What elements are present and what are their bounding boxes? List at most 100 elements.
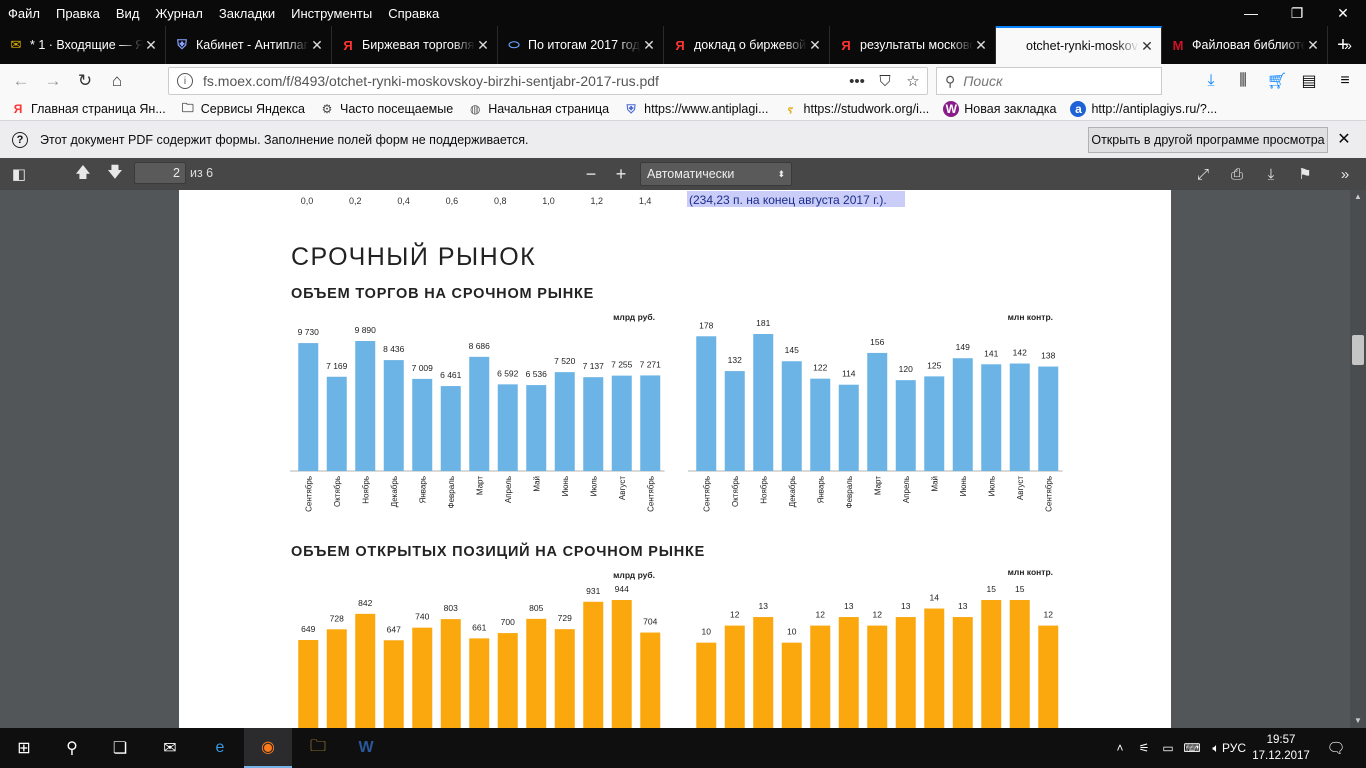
url-text[interactable]: fs.moex.com/f/8493/otchet-rynki-moskovsk…	[203, 73, 659, 89]
close-tab-icon[interactable]: ✕	[311, 36, 323, 53]
file-explorer-icon[interactable]: 🗀	[309, 737, 326, 755]
bookmark-star-icon[interactable]: ☆	[906, 73, 920, 90]
close-window-icon[interactable]: ✕	[1337, 4, 1349, 21]
tray-network-icon[interactable]: ⚟	[1138, 741, 1150, 755]
tray-keyboard-icon[interactable]: ⌨	[1183, 741, 1201, 755]
bookmark-item-2[interactable]: ⚙ Часто посещаемые	[319, 101, 454, 117]
reload-icon[interactable]: ↻	[77, 71, 93, 90]
open-in-other-viewer-button[interactable]: Открыть в другой программе просмотра	[1088, 127, 1328, 153]
chart-data-label: 149	[956, 342, 970, 352]
bookmark-item-3[interactable]: ◍ Начальная страница	[467, 101, 609, 117]
chart-data-label: 944	[615, 584, 629, 594]
yandex-icon: Я	[13, 102, 23, 116]
zoom-out-icon[interactable]: −	[585, 163, 597, 184]
chart-data-label: 114	[842, 369, 856, 379]
vertical-scrollbar[interactable]: ▲ ▼	[1350, 190, 1366, 728]
tab-7[interactable]: M Файловая библиотека✕	[1162, 26, 1328, 64]
close-tab-icon[interactable]: ✕	[1141, 37, 1153, 54]
input-language[interactable]: РУС	[1221, 741, 1247, 755]
tab-3[interactable]: ⬭ По итогам 2017 года ✕	[498, 26, 664, 64]
forward-arrow-icon[interactable]: →	[44, 71, 62, 90]
chart-category-label: Февраль	[845, 476, 854, 509]
menu-help[interactable]: Справка	[388, 5, 440, 21]
tab-list-icon[interactable]: »	[1344, 37, 1352, 53]
zoom-select[interactable]: Автоматически ⬍	[640, 162, 792, 186]
print-icon[interactable]: ⎙	[1230, 165, 1243, 183]
new-tab-icon[interactable]: +	[1337, 33, 1349, 56]
close-tab-icon[interactable]: ✕	[643, 36, 655, 53]
chart-1: млн контр. 178 Сентябрь 132 Октябрь 181 Ноябрь…	[688, 312, 1063, 512]
scroll-down-icon[interactable]: ▼	[1354, 716, 1362, 725]
toggle-sidebar-icon[interactable]: ◧	[11, 166, 27, 183]
close-tab-icon[interactable]: ✕	[477, 36, 489, 53]
minimize-icon[interactable]: —	[1244, 5, 1258, 21]
yandex-icon: Я	[675, 37, 685, 53]
search-field[interactable]: ⚲ Поиск	[936, 67, 1162, 95]
task-view-icon[interactable]: ❏	[112, 740, 128, 757]
tray-volume-icon[interactable]: 🔈︎	[1212, 740, 1220, 755]
menu-view[interactable]: Вид	[115, 5, 140, 21]
page-number-input[interactable]: 2	[134, 162, 186, 184]
tab-label: Биржевая торговля	[362, 38, 475, 52]
library-icon[interactable]: ⫼	[1239, 72, 1247, 89]
windows-start-icon[interactable]: ⊞	[17, 740, 31, 757]
sidebar-icon[interactable]: ▤	[1301, 73, 1317, 90]
firefox-icon[interactable]: ◉	[244, 728, 292, 768]
tab-1[interactable]: ⛨ Кабинет - Антиплагиат✕	[166, 26, 332, 64]
bookmark-item-4[interactable]: ⛨ https://www.antiplagi...	[623, 101, 769, 117]
tab-6[interactable]: otchet-rynki-moskovskoy✕	[996, 26, 1162, 64]
close-tab-icon[interactable]: ✕	[145, 36, 157, 53]
tab-2[interactable]: Я Биржевая торговля ✕	[332, 26, 498, 64]
info-icon[interactable]: i	[177, 73, 193, 89]
menu-history[interactable]: Журнал	[155, 5, 203, 21]
menu-tools[interactable]: Инструменты	[291, 5, 373, 21]
scroll-up-icon[interactable]: ▲	[1354, 192, 1362, 201]
tools-chevron-icon[interactable]: »	[1340, 165, 1350, 183]
mail-app-icon[interactable]: ✉	[163, 740, 177, 757]
tray-battery-icon[interactable]: ▭	[1162, 741, 1174, 755]
previous-page-icon[interactable]: 🡅	[75, 163, 91, 181]
zoom-in-icon[interactable]: +	[615, 163, 627, 184]
next-page-icon[interactable]: 🡇	[107, 163, 123, 181]
word-icon[interactable]: W	[358, 739, 374, 756]
pocket-icon[interactable]: ⛉	[879, 72, 891, 90]
bookmark-item-5[interactable]: ⲋ https://studwork.org/i...	[783, 101, 929, 117]
bookmark-icon[interactable]: ⚑	[1298, 166, 1312, 183]
chart-data-label: 120	[899, 364, 913, 374]
site-icon: ⬭	[508, 37, 520, 52]
close-notification-icon[interactable]: ✕	[1337, 131, 1351, 148]
menu-edit[interactable]: Правка	[55, 5, 100, 21]
close-tab-icon[interactable]: ✕	[975, 36, 987, 53]
pdf-viewer[interactable]: 0,0 0,2 0,4 0,6 0,8 1,0 1,2 1,4 (234,23 п. на к…	[0, 190, 1366, 728]
bookmark-item-6[interactable]: W Новая закладка	[943, 101, 1056, 117]
scroll-thumb[interactable]	[1352, 335, 1364, 365]
tab-0[interactable]: ✉ * 1 · Входящие — Яндекс.Почта✕	[0, 26, 166, 64]
menu-bar: Файл Правка Вид Журнал Закладки Инструме…	[0, 0, 1366, 26]
maximize-icon[interactable]: ❐	[1290, 4, 1304, 21]
chart-category-label: Январь	[816, 476, 825, 503]
chart-data-label: 6 461	[440, 370, 462, 380]
bookmark-item-7[interactable]: a http://antiplagiys.ru/?...	[1070, 101, 1217, 117]
menu-hamburger-icon[interactable]: ≡	[1340, 72, 1350, 89]
presentation-mode-icon[interactable]: ⤢	[1196, 165, 1209, 183]
search-icon[interactable]: ⚲	[66, 740, 78, 757]
bookmark-item-1[interactable]: 🗀 Сервисы Яндекса	[180, 101, 305, 117]
action-center-icon[interactable]: 🗨︎	[1326, 740, 1346, 757]
edge-icon[interactable]: e	[215, 739, 225, 756]
tray-chevron-icon[interactable]: ˄	[1116, 741, 1124, 755]
bookmark-item-0[interactable]: Я Главная страница Ян...	[10, 101, 166, 117]
address-bar[interactable]: i fs.moex.com/f/8493/otchet-rynki-moskov…	[168, 67, 928, 95]
clock[interactable]: 19:57 17.12.2017	[1252, 732, 1310, 764]
save-icon[interactable]: ⤓	[1267, 165, 1275, 183]
download-icon[interactable]: ⤓	[1207, 72, 1215, 89]
close-tab-icon[interactable]: ✕	[1307, 36, 1319, 53]
back-arrow-icon[interactable]: ←	[12, 71, 30, 90]
home-icon[interactable]: ⌂	[111, 71, 123, 90]
cart-icon[interactable]: 🛒︎	[1266, 73, 1288, 90]
menu-file[interactable]: Файл	[8, 5, 40, 21]
menu-bookmarks[interactable]: Закладки	[218, 5, 276, 21]
close-tab-icon[interactable]: ✕	[809, 36, 821, 53]
page-actions-icon[interactable]: •••	[849, 72, 865, 90]
